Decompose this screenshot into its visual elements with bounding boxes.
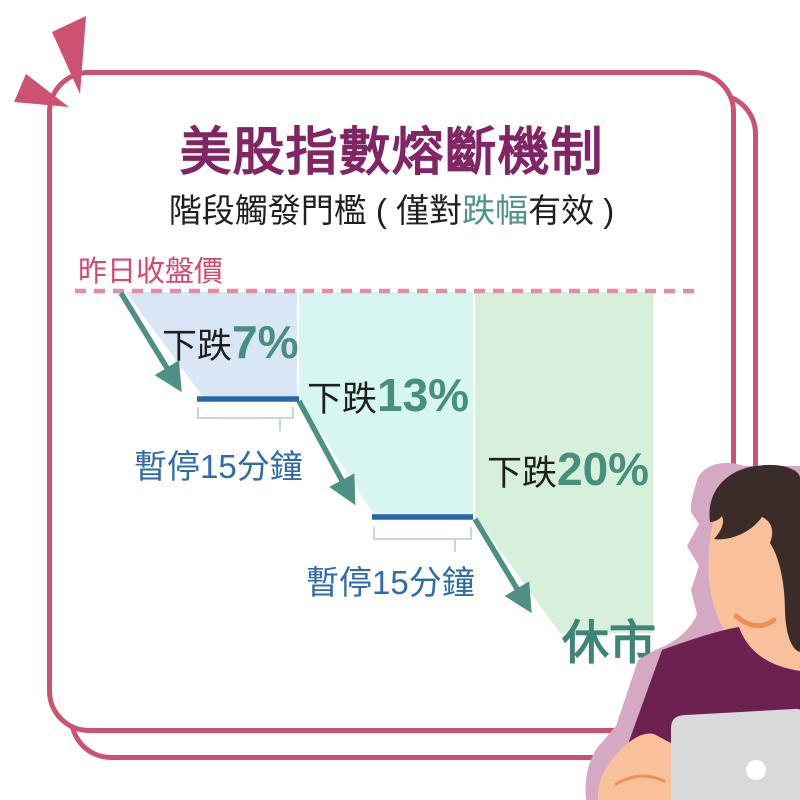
arm-crease-line [614, 774, 666, 786]
stage3-drop-region [475, 292, 653, 633]
decline-arrow-stage2 [296, 399, 356, 506]
previous-close-label: 昨日收盤價 [78, 256, 224, 288]
decline-arrow-stage1 [118, 291, 182, 393]
stage3-drop-word: 下跌 [487, 454, 558, 493]
decline-arrow-stage3 [472, 517, 532, 614]
subtitle-highlight: 跌幅 [462, 192, 529, 229]
stage1-drop-region [126, 292, 297, 397]
stage3-drop-value: 20% [557, 443, 650, 495]
stage3-drop-label: 下跌 20% [487, 442, 649, 496]
laptop-logo-icon [746, 760, 766, 780]
subtitle-suffix: 有效 ) [528, 192, 615, 229]
person-hair [709, 464, 800, 652]
page-subtitle: 階段觸發門檻 ( 僅對跌幅有效 ) [47, 184, 736, 232]
emphasis-mark-icon [14, 74, 69, 107]
subtitle-prefix: 階段觸發門檻 ( 僅對 [168, 192, 463, 229]
laptop [671, 708, 800, 800]
stage2-drop-region [299, 292, 473, 515]
stage2-drop-word: 下跌 [307, 380, 378, 419]
emphasis-mark-icon [52, 16, 86, 94]
page-title: 美股指數熔斷機制 [179, 124, 604, 182]
stage2-drop-label: 下跌 13% [307, 368, 469, 422]
person-smile [733, 613, 777, 629]
stage2-action-label: 暫停15分鐘 [306, 564, 475, 601]
stage1-action-label: 暫停15分鐘 [134, 448, 303, 485]
stage1-drop-word: 下跌 [162, 327, 233, 366]
stage1-drop-label: 下跌 7% [162, 315, 299, 369]
pause-bracket-1 [197, 407, 294, 431]
stage2-drop-value: 13% [377, 369, 470, 421]
stage1-drop-value: 7% [232, 316, 299, 368]
pause-bracket-2 [373, 527, 472, 552]
